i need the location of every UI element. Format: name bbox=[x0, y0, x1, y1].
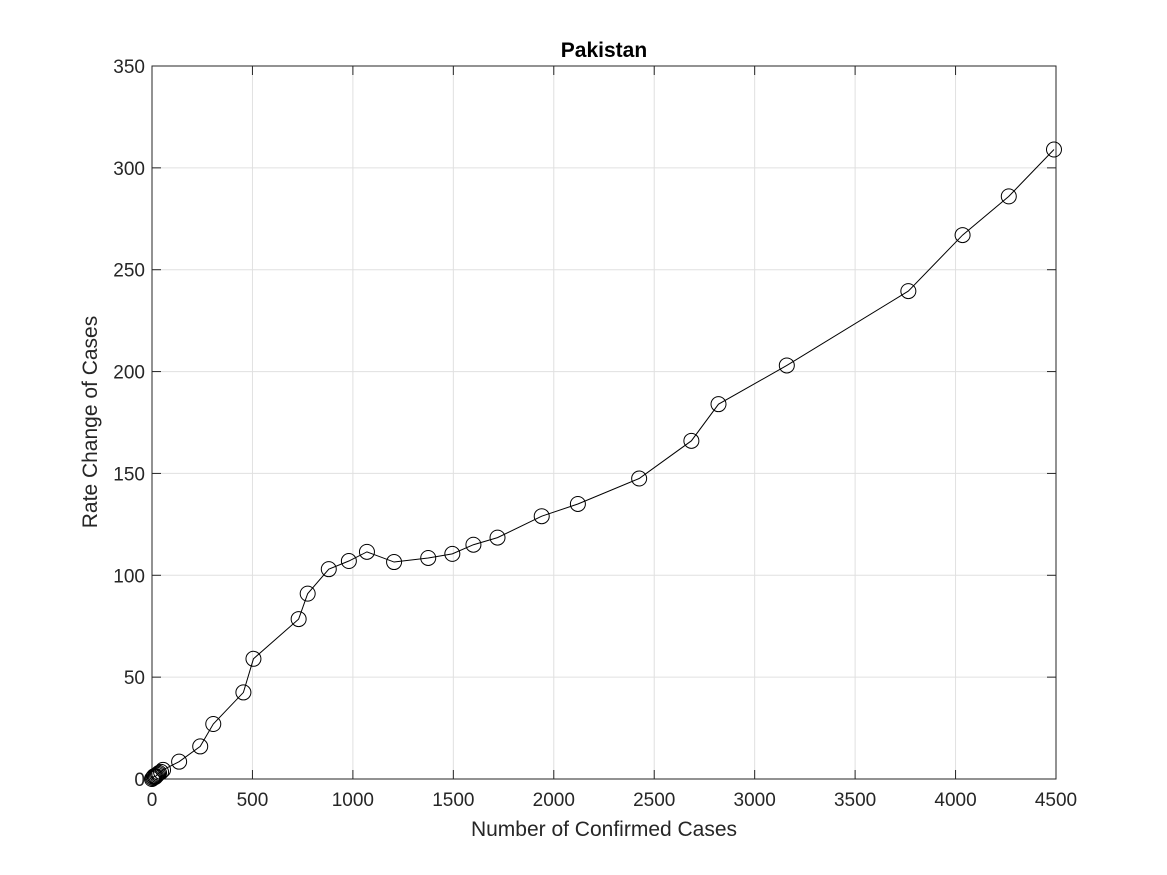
data-point bbox=[900, 283, 917, 300]
data-point bbox=[151, 764, 168, 781]
data-point bbox=[569, 495, 586, 512]
series-line bbox=[151, 149, 1055, 780]
series-layer bbox=[144, 141, 1062, 787]
x-tick-label: 4000 bbox=[934, 790, 976, 811]
data-point bbox=[954, 227, 971, 244]
x-tick-label: 3500 bbox=[834, 790, 876, 811]
y-tick-label: 0 bbox=[134, 770, 145, 791]
data-point bbox=[155, 761, 172, 778]
y-tick-label: 250 bbox=[113, 261, 145, 282]
chart-title: Pakistan bbox=[561, 39, 647, 62]
data-point bbox=[235, 684, 252, 701]
y-tick-label: 100 bbox=[113, 566, 145, 587]
y-tick-label: 200 bbox=[113, 363, 145, 384]
data-point bbox=[144, 769, 161, 786]
plot-frame bbox=[151, 65, 1057, 780]
data-point bbox=[444, 545, 461, 562]
data-point bbox=[631, 470, 648, 487]
y-tick-label: 350 bbox=[113, 57, 145, 78]
x-tick-label: 2000 bbox=[533, 790, 575, 811]
x-tick-label: 1500 bbox=[432, 790, 474, 811]
data-point bbox=[465, 536, 482, 553]
x-tick-label: 0 bbox=[147, 790, 158, 811]
data-point bbox=[299, 585, 316, 602]
x-tick-label: 500 bbox=[237, 790, 269, 811]
axes: 0 500 1000 1500 2000 2500 3000 3500 4000 4500 0 50 1… bbox=[113, 57, 1077, 811]
data-point bbox=[420, 549, 437, 566]
data-point bbox=[205, 715, 222, 732]
data-point bbox=[489, 529, 506, 546]
data-point bbox=[1045, 141, 1062, 158]
data-point bbox=[290, 611, 307, 628]
data-point bbox=[683, 432, 700, 449]
y-tick-label: 300 bbox=[113, 159, 145, 180]
x-tick-label: 4500 bbox=[1035, 790, 1077, 811]
data-point bbox=[171, 753, 188, 770]
y-axis-title: Rate Change of Cases bbox=[79, 316, 102, 528]
data-point bbox=[533, 508, 550, 525]
y-tick-label: 50 bbox=[124, 668, 145, 689]
x-tick-label: 2500 bbox=[633, 790, 675, 811]
data-point bbox=[153, 763, 170, 780]
data-point bbox=[778, 357, 795, 374]
data-point bbox=[320, 561, 337, 578]
data-point bbox=[150, 765, 167, 782]
data-point bbox=[1000, 188, 1017, 205]
data-point bbox=[710, 396, 727, 413]
x-tick-label: 3000 bbox=[734, 790, 776, 811]
data-point bbox=[358, 543, 375, 560]
y-tick-label: 150 bbox=[113, 464, 145, 485]
data-point bbox=[192, 738, 209, 755]
x-axis-title: Number of Confirmed Cases bbox=[471, 818, 737, 841]
data-point bbox=[386, 554, 403, 571]
data-point bbox=[149, 766, 166, 783]
data-point bbox=[245, 650, 262, 667]
data-point bbox=[340, 553, 357, 570]
grid bbox=[152, 66, 1056, 779]
x-tick-label: 1000 bbox=[332, 790, 374, 811]
